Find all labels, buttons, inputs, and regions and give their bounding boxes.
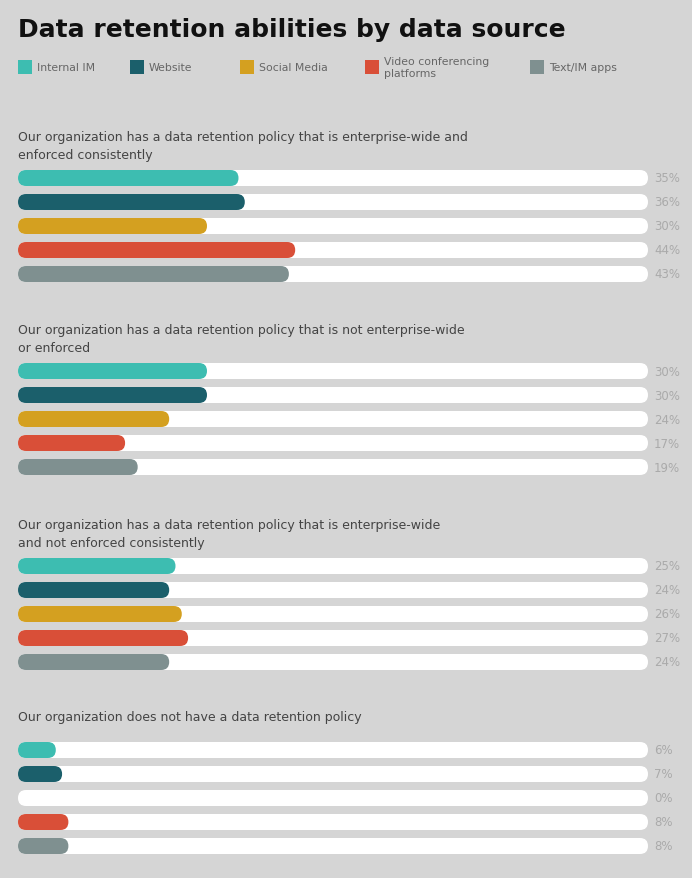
FancyBboxPatch shape: [18, 242, 295, 259]
FancyBboxPatch shape: [365, 61, 379, 75]
FancyBboxPatch shape: [18, 558, 176, 574]
Text: 30%: 30%: [654, 220, 680, 234]
Text: 43%: 43%: [654, 268, 680, 281]
Text: Data retention abilities by data source: Data retention abilities by data source: [18, 18, 565, 42]
FancyBboxPatch shape: [18, 219, 207, 234]
FancyBboxPatch shape: [18, 838, 648, 854]
FancyBboxPatch shape: [18, 654, 170, 670]
Text: 0%: 0%: [654, 792, 673, 804]
FancyBboxPatch shape: [18, 607, 648, 623]
Text: 24%: 24%: [654, 584, 680, 597]
FancyBboxPatch shape: [18, 459, 138, 476]
Text: Text/IM apps: Text/IM apps: [549, 63, 617, 73]
FancyBboxPatch shape: [18, 766, 648, 782]
Text: 24%: 24%: [654, 656, 680, 669]
FancyBboxPatch shape: [18, 363, 648, 379]
Text: 19%: 19%: [654, 461, 680, 474]
FancyBboxPatch shape: [18, 435, 125, 451]
Text: 26%: 26%: [654, 608, 680, 621]
FancyBboxPatch shape: [18, 630, 648, 646]
FancyBboxPatch shape: [18, 558, 648, 574]
FancyBboxPatch shape: [18, 814, 648, 830]
FancyBboxPatch shape: [18, 363, 207, 379]
FancyBboxPatch shape: [18, 607, 182, 623]
FancyBboxPatch shape: [240, 61, 254, 75]
Text: 25%: 25%: [654, 560, 680, 572]
FancyBboxPatch shape: [18, 435, 648, 451]
Text: Social Media: Social Media: [259, 63, 328, 73]
FancyBboxPatch shape: [18, 267, 648, 283]
Text: 36%: 36%: [654, 197, 680, 209]
Text: Our organization has a data retention policy that is not enterprise-wide
or enfo: Our organization has a data retention po…: [18, 324, 464, 355]
FancyBboxPatch shape: [18, 242, 648, 259]
FancyBboxPatch shape: [18, 61, 32, 75]
Text: 6%: 6%: [654, 744, 673, 757]
FancyBboxPatch shape: [18, 387, 207, 404]
Text: 27%: 27%: [654, 632, 680, 644]
FancyBboxPatch shape: [18, 219, 648, 234]
FancyBboxPatch shape: [18, 171, 239, 187]
FancyBboxPatch shape: [18, 838, 69, 854]
FancyBboxPatch shape: [18, 412, 170, 428]
Text: Video conferencing
platforms: Video conferencing platforms: [384, 57, 489, 79]
FancyBboxPatch shape: [18, 387, 648, 404]
Text: 35%: 35%: [654, 172, 680, 185]
FancyBboxPatch shape: [18, 630, 188, 646]
Text: 8%: 8%: [654, 839, 673, 853]
FancyBboxPatch shape: [18, 195, 648, 211]
FancyBboxPatch shape: [18, 582, 170, 598]
Text: Our organization has a data retention policy that is enterprise-wide
and not enf: Our organization has a data retention po…: [18, 518, 440, 550]
FancyBboxPatch shape: [18, 814, 69, 830]
Text: Our organization does not have a data retention policy: Our organization does not have a data re…: [18, 710, 362, 723]
FancyBboxPatch shape: [130, 61, 144, 75]
FancyBboxPatch shape: [18, 582, 648, 598]
Text: Our organization has a data retention policy that is enterprise-wide and
enforce: Our organization has a data retention po…: [18, 131, 468, 162]
Text: Website: Website: [149, 63, 192, 73]
FancyBboxPatch shape: [18, 459, 648, 476]
Text: 30%: 30%: [654, 389, 680, 402]
FancyBboxPatch shape: [18, 412, 648, 428]
FancyBboxPatch shape: [18, 790, 648, 806]
FancyBboxPatch shape: [18, 654, 648, 670]
FancyBboxPatch shape: [18, 171, 648, 187]
FancyBboxPatch shape: [18, 195, 245, 211]
FancyBboxPatch shape: [18, 267, 289, 283]
Text: 17%: 17%: [654, 437, 680, 450]
Text: 8%: 8%: [654, 816, 673, 829]
FancyBboxPatch shape: [18, 742, 648, 758]
Text: 44%: 44%: [654, 244, 680, 257]
FancyBboxPatch shape: [18, 742, 56, 758]
FancyBboxPatch shape: [530, 61, 544, 75]
Text: 24%: 24%: [654, 413, 680, 426]
Text: 30%: 30%: [654, 365, 680, 378]
Text: 7%: 7%: [654, 767, 673, 781]
FancyBboxPatch shape: [18, 766, 62, 782]
Text: Internal IM: Internal IM: [37, 63, 95, 73]
